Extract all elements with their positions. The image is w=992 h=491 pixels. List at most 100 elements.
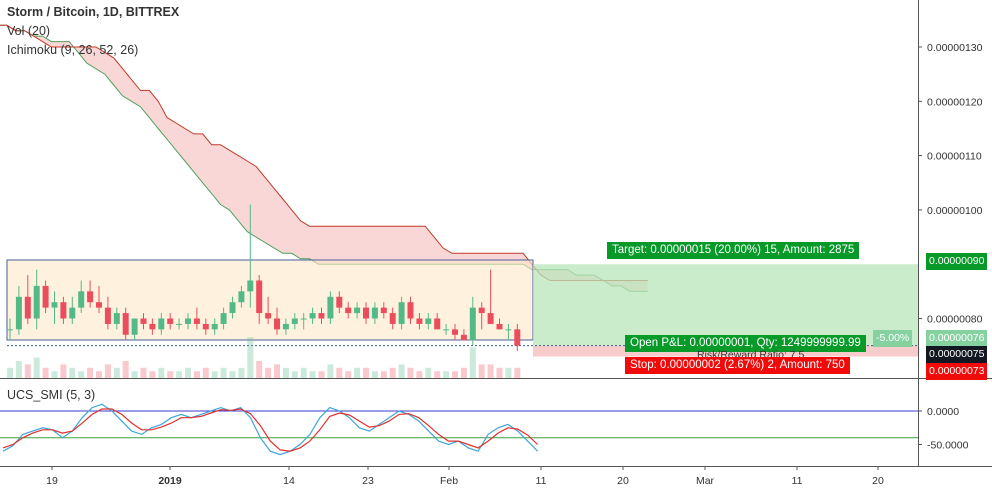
volume-bar <box>193 371 200 378</box>
time-tick-label: 23 <box>362 475 374 487</box>
volume-bar <box>87 367 94 378</box>
volume-bar <box>185 367 191 378</box>
candle-body <box>274 318 280 330</box>
candle-body <box>42 285 49 308</box>
candle-body <box>282 323 289 330</box>
volume-bar <box>291 371 298 378</box>
stop-price-tag: 0.00000073 <box>926 363 988 380</box>
volume-bar <box>33 357 40 378</box>
target-label[interactable]: Target: 0.00000015 (20.00%) 15, Amount: … <box>607 242 860 259</box>
candle-body <box>380 307 387 314</box>
candle-body <box>354 307 361 314</box>
smi-tick-label: 0.0000 <box>927 406 959 418</box>
range-box <box>6 259 534 341</box>
volume-bar <box>478 364 485 378</box>
price-tick-label: 0.00000100 <box>927 205 983 217</box>
candle-body <box>336 296 343 308</box>
candle-body <box>398 302 405 324</box>
time-tick-label: 14 <box>283 475 295 487</box>
open-pnl-label[interactable]: Open P&L: 0.00000001, Qty: 1249999999.99 <box>625 335 866 352</box>
candle-body <box>371 307 378 319</box>
candle-body <box>247 280 254 292</box>
volume-bar <box>247 337 254 378</box>
volume-bar <box>327 364 334 378</box>
symbol-title[interactable]: Storm / Bitcoin, 1D, BITTREX <box>7 5 180 19</box>
smi-legend[interactable]: UCS_SMI (5, 3) <box>7 388 96 402</box>
candle-body <box>487 313 494 324</box>
price-tick-label: 0.00000130 <box>927 42 983 54</box>
volume-bar <box>229 371 236 378</box>
time-tick-label: 19 <box>46 475 58 487</box>
volume-bar <box>51 371 58 378</box>
candle-body <box>193 318 200 324</box>
target-price-tag: 0.00000090 <box>926 253 988 270</box>
smi-line <box>2 403 539 456</box>
candle-body <box>460 334 467 341</box>
candle-body <box>78 291 85 308</box>
volume-bar <box>202 367 209 378</box>
candle-body <box>87 291 94 303</box>
volume-bar <box>407 367 414 378</box>
volume-bar <box>300 367 307 378</box>
candle-body <box>425 318 432 324</box>
candle-body <box>122 313 129 335</box>
price-tick-label: 0.00000120 <box>927 96 983 108</box>
smi-signal-line <box>2 408 539 452</box>
candle-body <box>158 318 165 330</box>
current-price-tag: 0.00000076 <box>926 330 988 347</box>
volume-bar <box>496 367 503 378</box>
volume-bar <box>336 367 343 378</box>
candle-body <box>176 323 183 325</box>
candle-body <box>202 323 209 330</box>
candle-body <box>113 313 120 324</box>
volume-bar <box>487 364 494 378</box>
candle-body <box>15 296 22 330</box>
candle-body <box>167 318 174 324</box>
candle-body <box>7 329 13 331</box>
volume-bar <box>104 364 111 378</box>
volume-bar <box>282 367 289 378</box>
volume-bar <box>265 367 272 378</box>
candle-body <box>345 307 352 314</box>
candle-body <box>256 280 263 314</box>
candle-body <box>69 307 76 319</box>
stop-label[interactable]: Stop: 0.00000002 (2.67%) 2, Amount: 750 <box>625 357 850 374</box>
volume-bar <box>96 371 102 378</box>
time-tick-label: 11 <box>536 475 547 487</box>
volume-bar <box>460 367 467 378</box>
volume-bar <box>371 371 378 378</box>
ichimoku-cloud <box>0 25 648 292</box>
entry-price-tag: 0.00000075 <box>926 346 988 363</box>
volume-bar <box>15 361 22 378</box>
candle-body <box>318 313 325 319</box>
candle-body <box>389 313 396 324</box>
candle-body <box>443 329 450 331</box>
volume-bar <box>274 364 280 378</box>
volume-bar <box>354 367 361 378</box>
candle-body <box>185 318 191 324</box>
volume-bar <box>318 371 325 378</box>
volume-bar <box>469 347 476 378</box>
ichimoku-legend[interactable]: Ichimoku (9, 26, 52, 26) <box>7 43 139 57</box>
smi-tick-label: -50.0000 <box>927 440 969 452</box>
volume-bar <box>452 371 458 378</box>
candle-body <box>60 302 67 319</box>
candle-body <box>363 307 369 319</box>
volume-bar <box>149 371 156 378</box>
volume-legend[interactable]: Vol (20) <box>7 24 51 38</box>
volume-bar <box>425 367 432 378</box>
volume-bar <box>140 367 147 378</box>
profit-zone <box>533 264 918 346</box>
volume-bar <box>505 367 512 378</box>
volume-bar <box>167 371 174 378</box>
volume-bar <box>42 367 49 378</box>
volume-bar <box>122 361 129 378</box>
volume-bar <box>514 367 521 378</box>
volume-bar <box>158 367 165 378</box>
candle-body <box>265 313 272 319</box>
time-tick-label: 2019 <box>158 475 182 487</box>
candle-body <box>514 329 521 346</box>
candle-body <box>327 296 334 319</box>
candle-body <box>496 323 503 330</box>
